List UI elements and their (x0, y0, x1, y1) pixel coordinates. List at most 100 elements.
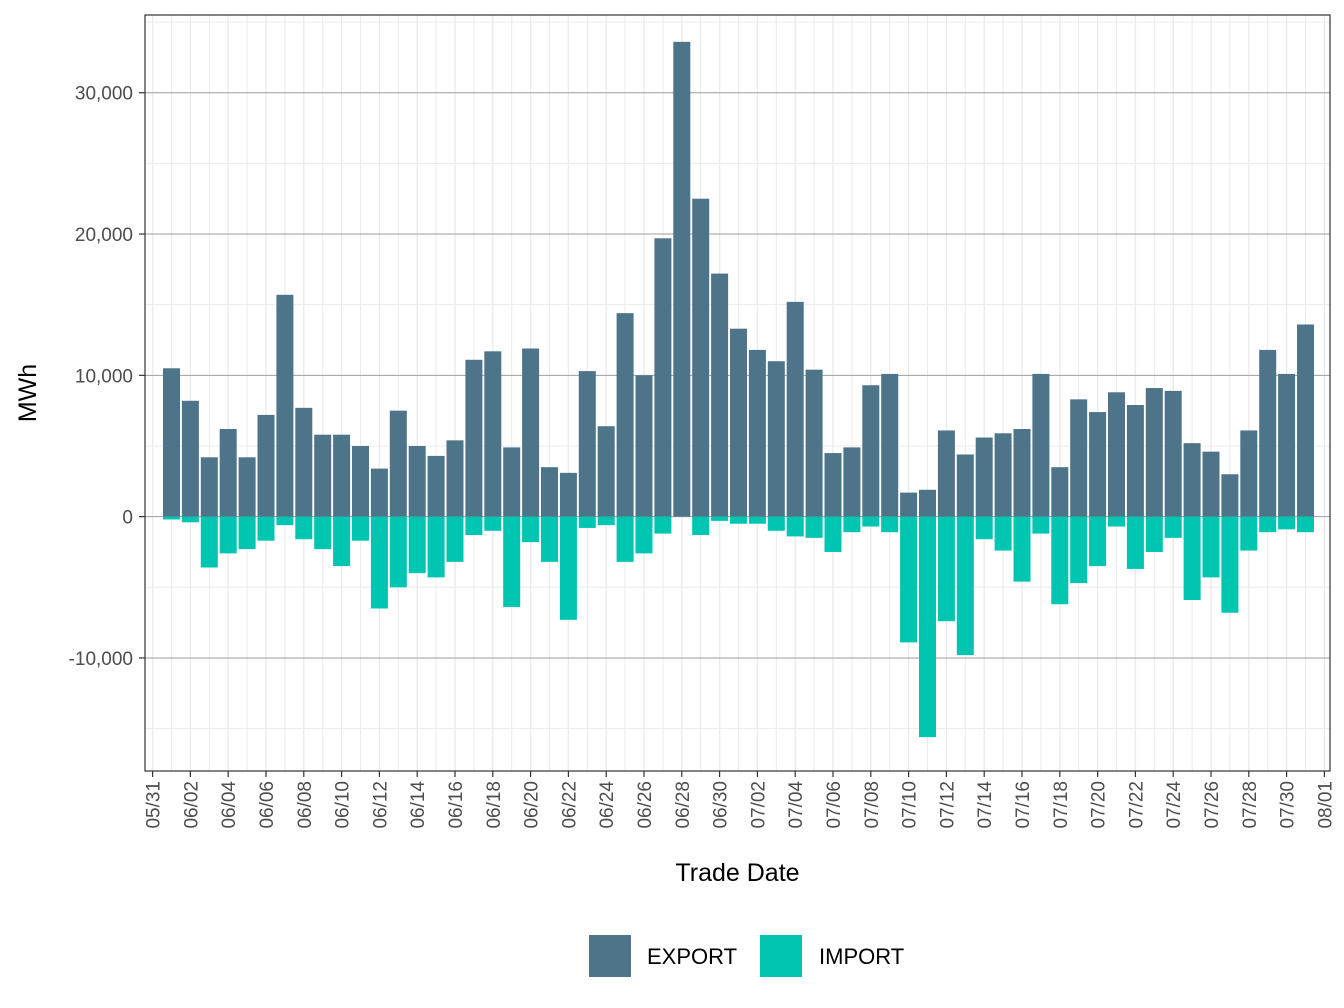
bar-import-07-04 (786, 516, 804, 537)
bar-import-06-30 (711, 516, 729, 521)
bar-import-07-13 (956, 516, 974, 656)
x-tick-label: 06/10 (333, 781, 354, 829)
bar-import-06-13 (389, 516, 407, 588)
bar-import-07-02 (748, 516, 766, 524)
x-tick-label: 07/22 (1126, 781, 1147, 829)
x-axis-title: Trade Date (675, 859, 799, 887)
bar-export-06-11 (352, 445, 369, 517)
x-tick-label: 06/26 (635, 781, 656, 829)
bar-import-06-26 (635, 516, 653, 554)
bar-export-07-01 (730, 328, 747, 517)
bar-export-07-18 (1051, 467, 1069, 517)
bar-export-07-29 (1259, 349, 1277, 517)
bar-import-06-19 (503, 516, 521, 608)
bar-import-07-25 (1183, 516, 1201, 601)
bar-import-07-03 (767, 516, 785, 531)
y-tick-label: 20,000 (75, 225, 133, 246)
bar-import-07-20 (1089, 516, 1107, 567)
y-axis: -10,000 0 10,000 20,000 30,000 (69, 84, 145, 670)
bar-export-07-27 (1221, 474, 1239, 517)
bar-import-07-10 (900, 516, 918, 643)
bar-export-07-07 (843, 447, 861, 517)
x-tick-label: 08/01 (1315, 781, 1336, 829)
bar-export-06-17 (465, 359, 483, 517)
x-tick-label: 07/28 (1240, 781, 1261, 829)
x-tick-label: 05/31 (144, 781, 165, 829)
y-tick-label: 30,000 (75, 84, 133, 105)
legend-label-export: EXPORT (647, 944, 737, 969)
bar-export-07-13 (956, 454, 974, 517)
bar-import-06-02 (181, 516, 199, 523)
bar-import-06-23 (578, 516, 596, 528)
bar-export-06-10 (333, 434, 351, 517)
bar-import-07-26 (1202, 516, 1220, 578)
bar-import-06-09 (314, 516, 332, 550)
bar-export-06-18 (484, 351, 502, 517)
bar-export-06-25 (616, 313, 634, 517)
x-tick-label: 07/06 (824, 781, 845, 829)
bar-export-06-21 (541, 467, 558, 517)
bar-export-06-03 (200, 457, 218, 517)
bar-import-07-14 (975, 516, 993, 540)
plot-panel-border (144, 14, 1331, 772)
bar-export-07-06 (824, 453, 842, 517)
bar-export-06-07 (276, 294, 294, 517)
bar-export-07-25 (1183, 443, 1201, 517)
bar-export-06-24 (597, 426, 615, 517)
bar-import-06-29 (692, 516, 710, 536)
x-tick-label: 07/02 (748, 781, 769, 829)
bar-import-07-01 (730, 516, 747, 524)
bar-import-06-10 (333, 516, 351, 567)
bar-export-07-23 (1145, 388, 1163, 517)
bar-export-06-19 (503, 447, 521, 517)
x-tick-label: 07/04 (786, 781, 807, 829)
bar-import-06-14 (408, 516, 426, 574)
x-tick-label: 06/18 (484, 781, 505, 829)
bar-export-06-09 (314, 434, 332, 517)
bar-export-06-28 (673, 41, 691, 517)
bar-import-07-21 (1108, 516, 1125, 527)
bar-import-06-20 (522, 516, 540, 543)
bar-export-06-22 (559, 472, 577, 517)
bar-import-07-06 (824, 516, 842, 552)
bar-export-06-30 (711, 273, 729, 517)
bar-export-07-28 (1240, 430, 1258, 517)
legend-key-export (589, 935, 631, 977)
bar-import-07-17 (1032, 516, 1050, 534)
x-tick-label: 06/20 (522, 781, 543, 829)
bar-import-07-24 (1164, 516, 1182, 538)
bar-export-06-06 (257, 414, 275, 517)
bar-import-07-07 (843, 516, 861, 533)
bar-export-07-19 (1070, 399, 1088, 517)
bar-export-07-17 (1032, 373, 1050, 517)
legend: EXPORT IMPORT (589, 935, 904, 977)
x-tick-label: 06/12 (370, 781, 391, 829)
bar-import-06-12 (370, 516, 388, 609)
bar-import-06-01 (163, 516, 180, 520)
bar-export-06-02 (181, 400, 199, 517)
bar-import-06-27 (654, 516, 672, 534)
bar-import-07-31 (1297, 516, 1314, 533)
bar-export-07-21 (1108, 392, 1125, 517)
x-tick-label: 07/14 (975, 781, 996, 829)
bar-import-06-06 (257, 516, 275, 541)
bar-export-07-24 (1164, 390, 1182, 517)
x-tick-label: 07/26 (1202, 781, 1223, 829)
x-tick-label: 06/22 (559, 781, 580, 829)
bar-export-07-05 (805, 369, 823, 517)
bar-import-07-09 (881, 516, 899, 533)
x-tick-label: 07/20 (1089, 781, 1110, 829)
y-tick-label: 10,000 (75, 366, 133, 387)
bar-export-06-05 (238, 457, 256, 517)
bar-export-07-11 (919, 489, 936, 517)
bar-export-07-20 (1089, 412, 1107, 517)
x-tick-label: 06/28 (673, 781, 694, 829)
bar-import-06-18 (484, 516, 502, 531)
bar-export-06-08 (295, 407, 313, 517)
bar-export-07-31 (1297, 324, 1314, 517)
bar-import-07-11 (919, 516, 936, 738)
x-tick-label: 06/14 (408, 781, 429, 829)
bar-import-06-16 (446, 516, 464, 562)
bar-export-06-04 (219, 429, 237, 517)
bar-import-06-11 (352, 516, 369, 541)
